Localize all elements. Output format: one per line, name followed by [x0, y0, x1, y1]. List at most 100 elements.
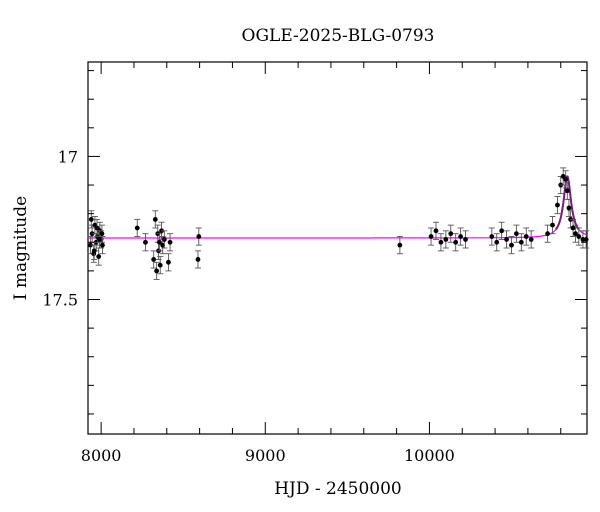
x-tick-label: 9000: [245, 446, 286, 465]
point-marker: [433, 228, 439, 234]
data-point: [570, 218, 577, 238]
data-point: [564, 181, 571, 200]
data-point: [562, 170, 569, 189]
point-marker: [91, 248, 97, 254]
data-point: [498, 221, 505, 240]
point-marker: [157, 262, 163, 268]
data-point: [528, 230, 535, 249]
data-point: [442, 230, 449, 249]
data-point: [91, 241, 98, 260]
point-marker: [161, 237, 167, 242]
point-marker: [134, 225, 140, 231]
data-point: [194, 250, 201, 269]
data-point: [518, 233, 525, 252]
point-marker: [555, 202, 560, 208]
data-point: [96, 230, 103, 249]
data-point: [554, 196, 561, 215]
data-point: [447, 224, 454, 243]
data-point: [142, 233, 149, 252]
model-curve: [88, 175, 588, 239]
point-marker: [499, 228, 505, 234]
point-marker: [453, 239, 459, 245]
data-point: [508, 236, 515, 255]
point-marker: [580, 237, 586, 242]
model-line: [88, 175, 588, 239]
data-point: [462, 230, 469, 249]
point-marker: [151, 257, 157, 262]
point-marker: [100, 242, 105, 248]
data-point: [452, 233, 459, 252]
point-marker: [509, 242, 514, 248]
data-point: [488, 227, 495, 246]
x-axis-label: HJD - 2450000: [274, 479, 402, 499]
data-point: [134, 218, 141, 238]
point-marker: [576, 234, 582, 239]
point-marker: [583, 237, 589, 242]
point-marker: [566, 205, 572, 211]
data-point: [437, 233, 444, 252]
point-marker: [545, 231, 551, 237]
point-marker: [96, 254, 102, 259]
point-marker: [88, 216, 94, 222]
data-point: [156, 233, 163, 252]
point-marker: [152, 216, 158, 222]
data-point: [161, 230, 168, 249]
axis-ticks: 8000 9000 10000 17 17.5: [42, 62, 587, 465]
point-marker: [88, 242, 93, 248]
data-point: [493, 233, 500, 252]
data-point: [428, 227, 435, 246]
data-point: [98, 224, 105, 243]
data-point: [396, 236, 403, 255]
data-point: [167, 233, 174, 252]
data-point: [544, 224, 551, 243]
data-point: [457, 227, 464, 246]
point-marker: [523, 234, 529, 239]
point-marker: [443, 237, 449, 242]
data-point: [150, 250, 157, 269]
data-point: [513, 224, 520, 243]
point-marker: [196, 234, 202, 239]
point-marker: [570, 225, 576, 231]
x-tick-label: 10000: [404, 446, 455, 465]
point-marker: [99, 231, 105, 237]
data-point: [503, 230, 510, 249]
point-marker: [438, 239, 444, 245]
point-marker: [397, 242, 403, 248]
point-marker: [428, 234, 434, 239]
point-marker: [167, 239, 173, 245]
chart-title: OGLE-2025-BLG-0793: [242, 26, 435, 46]
point-marker: [463, 237, 468, 242]
data-point: [94, 218, 101, 238]
point-marker: [564, 188, 570, 194]
data-point: [165, 253, 172, 272]
point-marker: [550, 222, 555, 228]
point-marker: [143, 239, 148, 245]
data-point: [157, 256, 164, 275]
point-marker: [97, 237, 102, 242]
point-marker: [528, 237, 534, 242]
data-point: [99, 236, 106, 255]
data-point: [523, 227, 530, 246]
point-marker: [166, 259, 171, 265]
point-marker: [489, 234, 495, 239]
data-point: [575, 227, 582, 246]
point-marker: [448, 231, 454, 237]
data-point: [583, 230, 590, 249]
point-marker: [154, 268, 160, 274]
model-peak-line: [555, 175, 580, 231]
point-marker: [157, 239, 162, 245]
data-point: [565, 198, 572, 217]
point-marker: [563, 176, 569, 182]
data-point: [153, 261, 160, 280]
point-marker: [573, 231, 578, 237]
y-axis-label: I magnitude: [11, 196, 31, 300]
point-marker: [94, 225, 100, 231]
point-marker: [458, 234, 464, 239]
y-tick-label: 17.5: [42, 291, 78, 310]
y-tick-label: 17: [58, 147, 78, 166]
point-marker: [518, 239, 524, 245]
data-point: [432, 221, 439, 240]
point-marker: [514, 231, 519, 237]
point-marker: [494, 239, 500, 245]
